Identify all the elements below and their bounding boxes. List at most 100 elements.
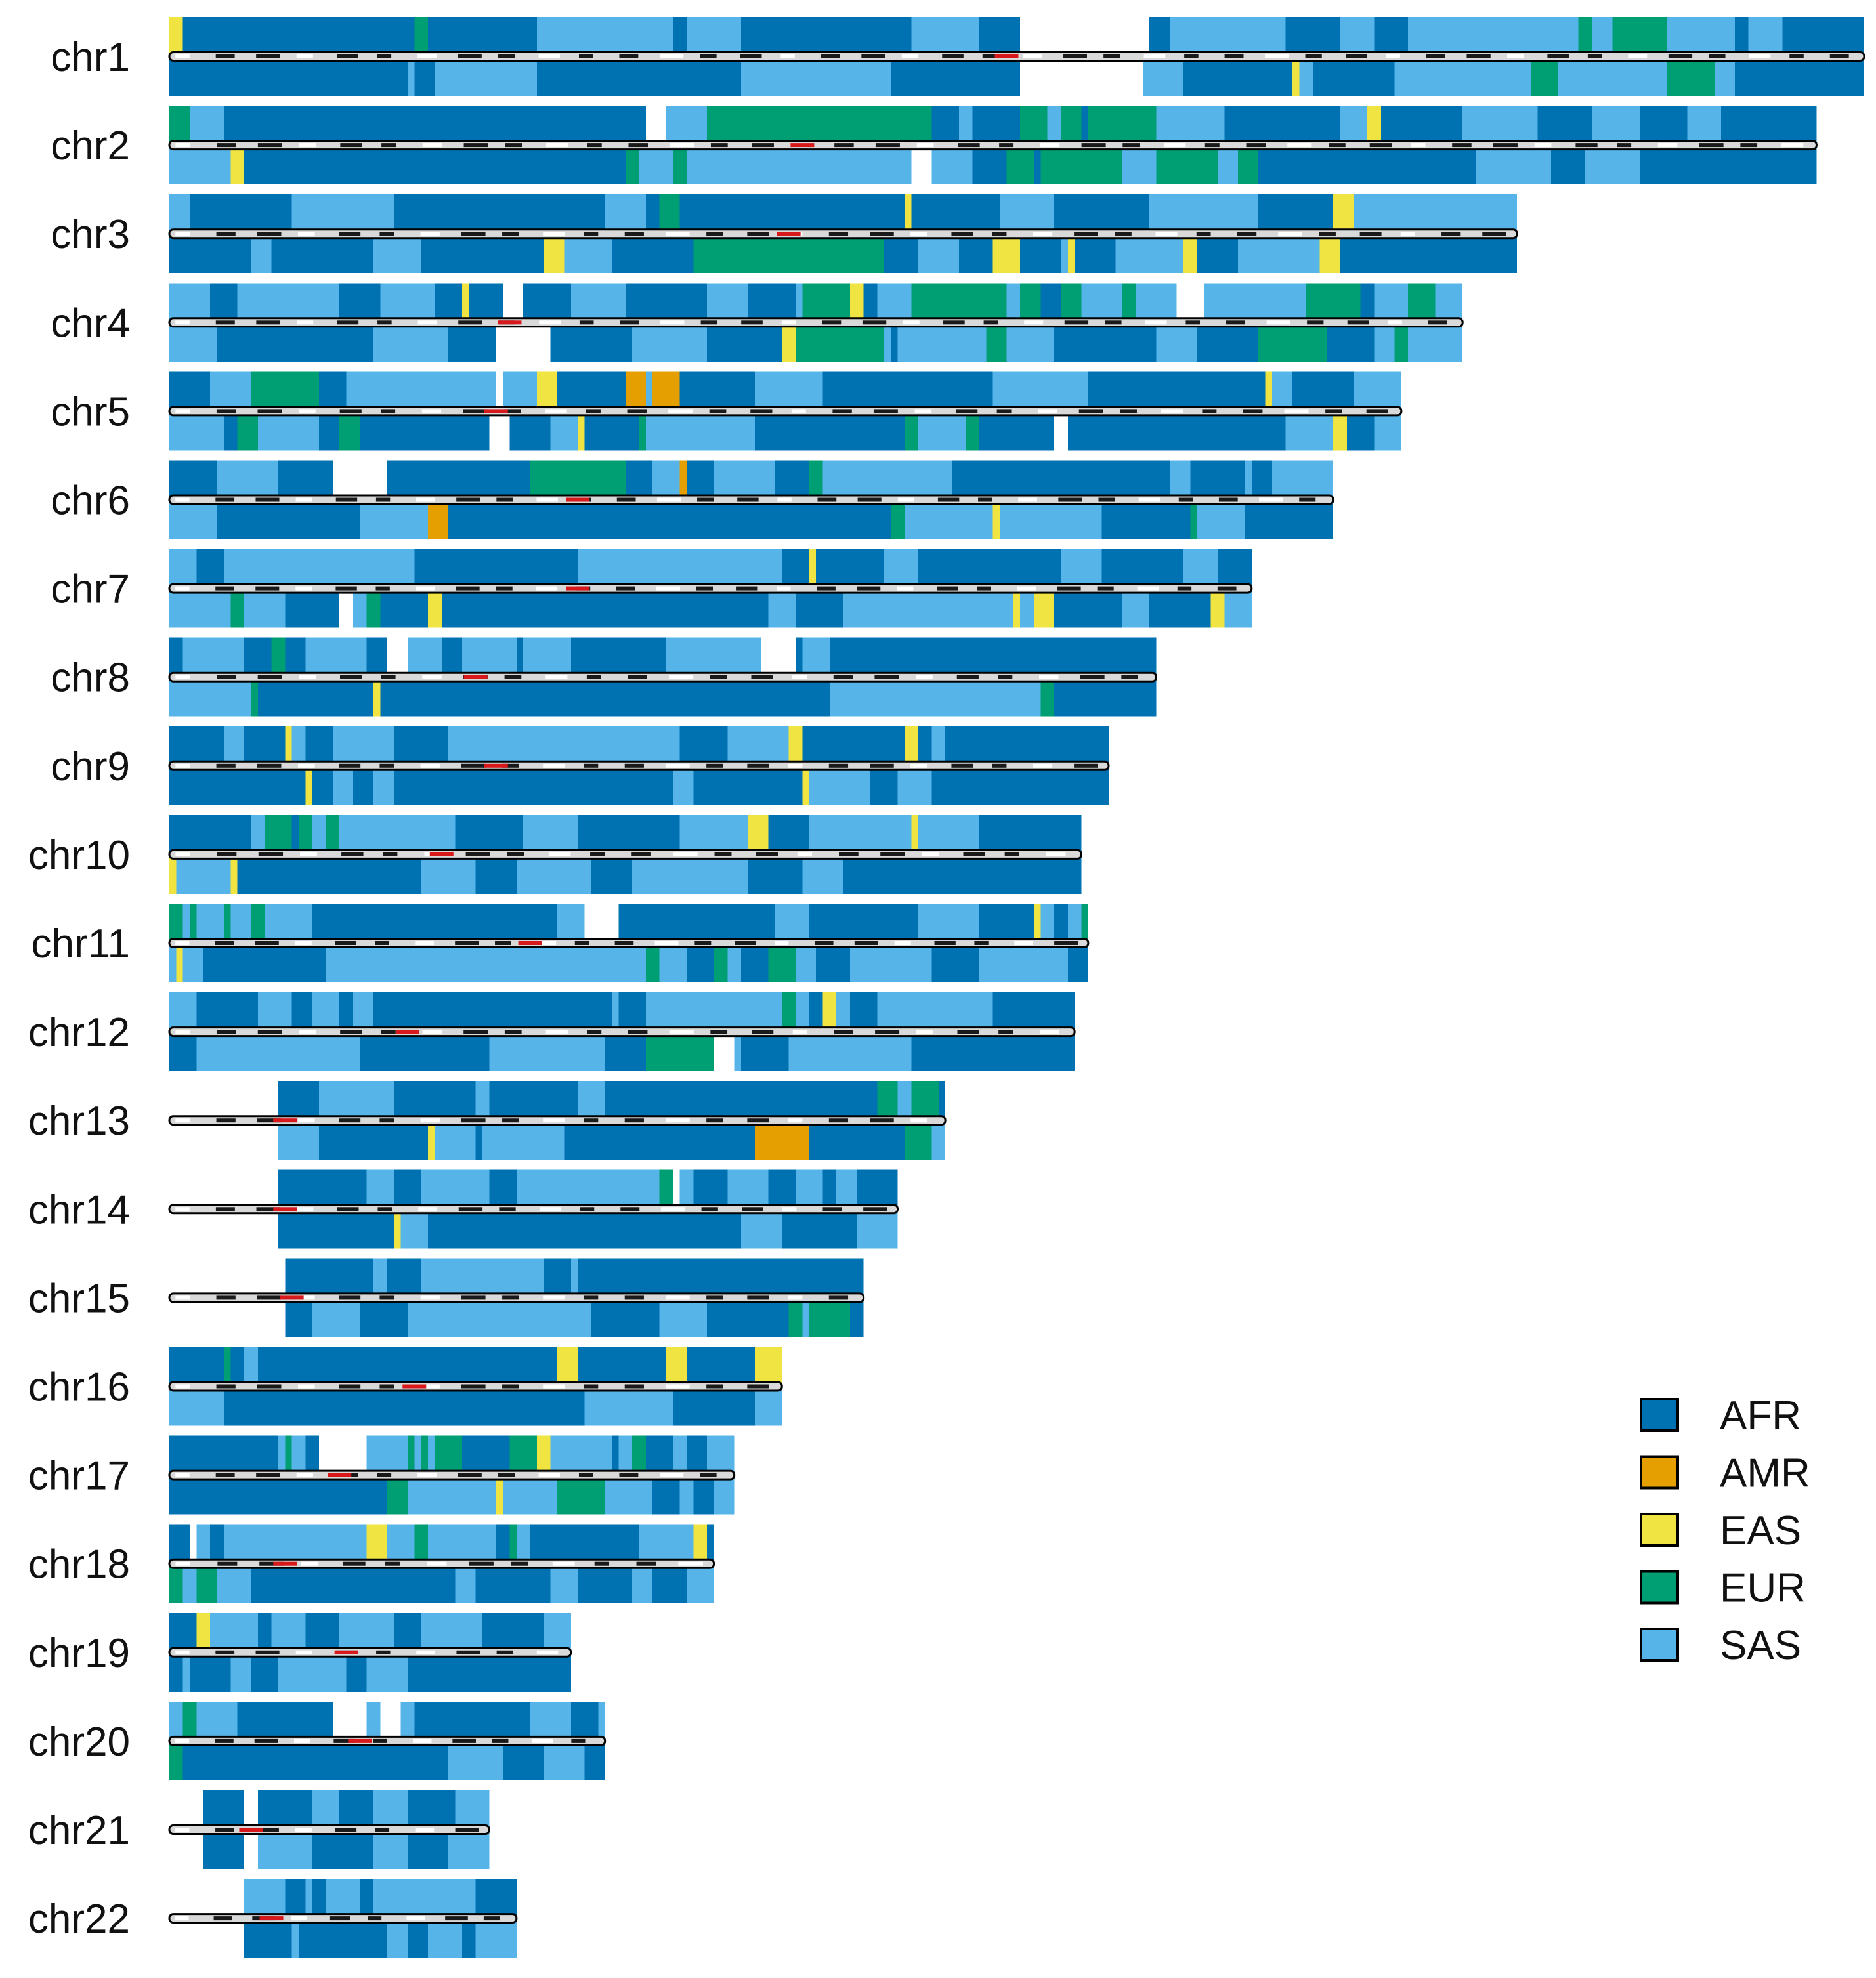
segment-top-sas [169, 549, 197, 586]
segment-bottom-afr [931, 768, 1109, 805]
ideogram-band [175, 497, 190, 502]
segment-top-afr [1285, 17, 1340, 54]
segment-bottom-eur [251, 679, 258, 717]
ideogram-band [496, 1650, 513, 1654]
ideogram-band [822, 320, 842, 325]
ideogram-band [373, 1738, 387, 1743]
chromosome-chr8: chr8 [51, 637, 1158, 717]
ideogram-band [828, 232, 849, 236]
segment-top-sas [475, 1081, 490, 1118]
ideogram-band [1265, 54, 1289, 58]
ideogram-band [665, 1384, 690, 1389]
segment-bottom-afr [475, 856, 517, 894]
segment-bottom-sas [169, 591, 231, 628]
segment-bottom-sas [1374, 413, 1401, 451]
ideogram-band [257, 675, 282, 679]
segment-bottom-afr [564, 1123, 755, 1160]
segment-top-eas [911, 814, 918, 852]
segment-top-eur [707, 106, 932, 143]
segment-bottom-afr [169, 1034, 197, 1072]
segment-bottom-afr [516, 1211, 742, 1249]
segment-bottom-afr [182, 1743, 449, 1780]
ideogram-band [631, 852, 651, 856]
ideogram-band [571, 1738, 586, 1743]
ideogram-band [857, 586, 881, 591]
ideogram-band [586, 409, 601, 413]
segment-bottom-eas [1183, 236, 1197, 274]
segment-top-amr [625, 371, 646, 409]
ideogram-band [697, 497, 714, 502]
segment-bottom-sas [741, 1211, 782, 1249]
segment-bottom-afr [346, 1654, 367, 1692]
segment-bottom-sas [986, 946, 1068, 982]
chromosome-chr20: chr20 [28, 1701, 607, 1780]
ideogram-band [456, 497, 480, 502]
segment-bottom-afr [1101, 502, 1191, 539]
segment-bottom-afr [217, 502, 360, 539]
segment-bottom-afr [278, 1211, 394, 1249]
ideogram-band [256, 1473, 280, 1477]
ideogram-band [257, 143, 282, 148]
segment-top-sas [1374, 283, 1409, 320]
segment-bottom-amr [754, 1123, 809, 1160]
ideogram-band [956, 409, 978, 413]
ideogram-band [257, 232, 282, 236]
segment-top-eas [1367, 106, 1381, 143]
segment-bottom-afr [612, 236, 694, 274]
segment-top-eas [809, 549, 817, 586]
segment-top-sas [775, 904, 809, 940]
segment-top-sas [196, 1701, 238, 1738]
segment-bottom-sas [1061, 236, 1068, 274]
ideogram-band [175, 54, 190, 58]
segment-bottom-afr [591, 1300, 660, 1337]
segment-top-sas [1006, 283, 1021, 320]
segment-top-eur [223, 904, 231, 940]
segment-bottom-eur [625, 148, 639, 185]
ideogram-band [503, 409, 521, 413]
segment-top-sas [305, 637, 367, 675]
legend-item-amr: AMR [1640, 1451, 1810, 1496]
ideogram-band [1161, 409, 1183, 413]
segment-bottom-sas [176, 856, 231, 894]
segment-bottom-eur [645, 946, 660, 982]
segment-top-eas [536, 371, 558, 409]
ideogram-band [376, 1650, 391, 1654]
segment-bottom-eur [1530, 59, 1558, 96]
segment-bottom-sas [373, 768, 394, 805]
segment-top-sas [230, 904, 251, 940]
segment-top-sas [210, 1612, 258, 1650]
ideogram-band [215, 941, 234, 945]
segment-bottom-eur [966, 413, 979, 451]
ideogram-band [1266, 320, 1290, 325]
chromosome-label: chr13 [28, 1099, 130, 1144]
segment-top-afr [673, 17, 687, 54]
ideogram-band [777, 497, 792, 502]
ideogram-band [339, 409, 362, 413]
ideogram-band [1278, 232, 1302, 236]
segment-top-afr [1081, 106, 1088, 143]
segment-bottom-sas [904, 502, 993, 539]
ideogram-band [1284, 409, 1309, 413]
segment-top-afr [435, 283, 462, 320]
chromosome-chr2: chr2 [51, 106, 1818, 185]
ideogram-band [504, 1030, 522, 1034]
segment-bottom-afr [958, 236, 993, 274]
ideogram-band [1346, 54, 1367, 58]
segment-top-eur [407, 1435, 415, 1473]
segment-bottom-eas [230, 856, 238, 894]
ideogram-band [511, 1561, 528, 1566]
segment-bottom-eur [1040, 679, 1055, 717]
ideogram-band [910, 763, 927, 768]
segment-top-eas [904, 194, 912, 232]
segment-top-eas [196, 1612, 211, 1650]
ideogram-band [483, 1916, 500, 1921]
segment-top-eur [414, 17, 429, 54]
ideogram-band [742, 1207, 763, 1211]
ideogram-band [817, 497, 837, 502]
ideogram-band [700, 320, 717, 325]
segment-bottom-sas [366, 1654, 408, 1692]
ideogram-band [656, 586, 680, 591]
ideogram-band [1105, 320, 1122, 325]
segment-bottom-afr [319, 413, 340, 451]
segment-top-afr [863, 283, 878, 320]
